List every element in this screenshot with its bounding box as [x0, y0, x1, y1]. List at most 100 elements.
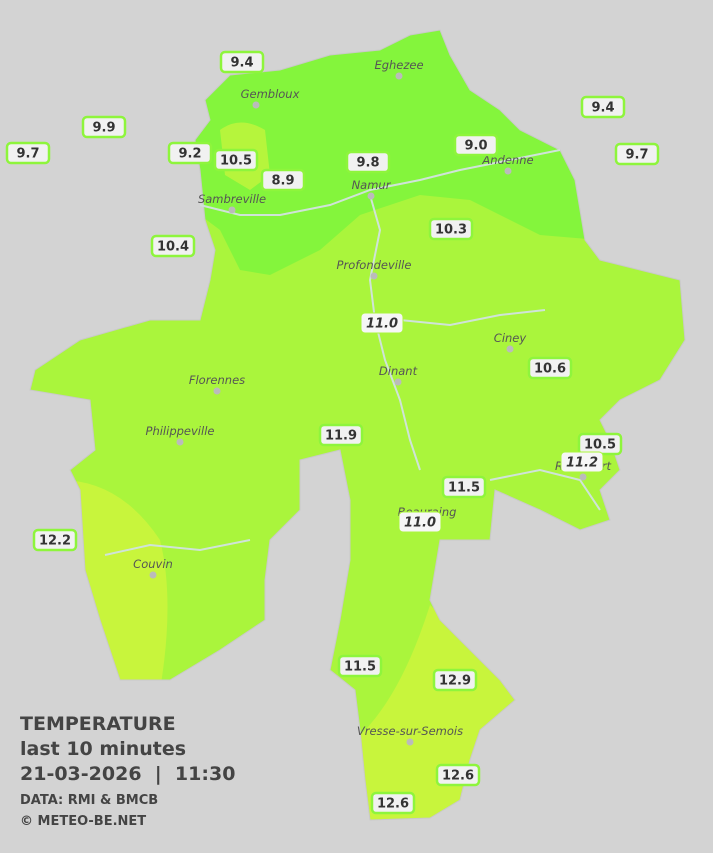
- city-label: Namur: [352, 178, 392, 192]
- reading-box: [580, 95, 626, 119]
- city-dot: [579, 473, 587, 481]
- station-reading: 11.2: [560, 451, 604, 473]
- reading-value: 12.6: [377, 797, 409, 812]
- station-reading: 11.9: [318, 423, 364, 447]
- legend-title: TEMPERATURE: [20, 713, 176, 735]
- reading-value: 11.0: [404, 516, 436, 531]
- city-dot: [213, 387, 221, 395]
- legend-credit: © METEO-BE.NET: [20, 814, 146, 829]
- reading-box: [441, 475, 487, 499]
- station-reading: 10.5: [577, 432, 623, 456]
- station-reading: 9.2: [167, 141, 213, 165]
- reading-value: 9.4: [591, 101, 614, 116]
- city-label: Profondeville: [337, 258, 412, 272]
- station-reading: 11.5: [337, 654, 383, 678]
- station-reading: 11.5: [441, 475, 487, 499]
- city-label: Eghezee: [374, 58, 423, 72]
- reading-box: [560, 451, 604, 473]
- city-dot: [395, 72, 403, 80]
- reading-value: 12.9: [439, 674, 471, 689]
- station-reading: 12.2: [32, 528, 78, 552]
- station-reading: 9.7: [5, 141, 51, 165]
- city-label: Dinant: [379, 364, 418, 378]
- station-reading: 10.4: [150, 234, 196, 258]
- rivers: [104, 149, 601, 556]
- legend-period: last 10 minutes: [20, 738, 186, 760]
- reading-value: 10.5: [584, 438, 616, 453]
- station-reading: 10.5: [213, 148, 259, 172]
- reading-value: 9.8: [356, 156, 379, 171]
- station-reading: 9.8: [345, 150, 391, 174]
- station-reading: 10.6: [527, 356, 573, 380]
- city-dot: [506, 345, 514, 353]
- city-label: Ciney: [494, 331, 527, 345]
- reading-box: [398, 511, 442, 533]
- city-dot: [394, 378, 402, 386]
- reading-value: 12.6: [442, 769, 474, 784]
- reading-box: [81, 115, 127, 139]
- reading-value: 11.0: [366, 317, 398, 332]
- reading-value: 9.4: [230, 56, 253, 71]
- city-dot: [504, 167, 512, 175]
- city-dot: [149, 571, 157, 579]
- reading-box: [150, 234, 196, 258]
- station-reading: 8.9: [260, 168, 306, 192]
- station-reading: 11.0: [398, 511, 442, 533]
- reading-box: [527, 356, 573, 380]
- reading-box: [453, 133, 499, 157]
- reading-value: 9.0: [464, 139, 487, 154]
- city-label: Philippeville: [146, 424, 215, 438]
- reading-value: 10.5: [220, 154, 252, 169]
- reading-box: [213, 148, 259, 172]
- reading-box: [167, 141, 213, 165]
- station-reading: 12.6: [435, 763, 481, 787]
- reading-value: 9.7: [625, 148, 648, 163]
- reading-value: 11.9: [325, 429, 357, 444]
- reading-value: 11.5: [344, 660, 376, 675]
- reading-value: 9.2: [178, 147, 201, 162]
- city-label: Florennes: [189, 373, 245, 387]
- reading-box: [318, 423, 364, 447]
- station-reading: 9.0: [453, 133, 499, 157]
- reading-box: [432, 668, 478, 692]
- reading-value: 9.7: [16, 147, 39, 162]
- reading-value: 8.9: [271, 174, 294, 189]
- station-reading: 10.3: [428, 217, 474, 241]
- reading-value: 12.2: [39, 534, 71, 549]
- reading-box: [32, 528, 78, 552]
- reading-box: [360, 312, 404, 334]
- reading-value: 10.4: [157, 240, 189, 255]
- city-dot: [228, 206, 236, 214]
- reading-value: 11.5: [448, 481, 480, 496]
- station-reading: 9.7: [614, 142, 660, 166]
- reading-box: [337, 654, 383, 678]
- reading-box: [5, 141, 51, 165]
- reading-box: [219, 50, 265, 74]
- city-label: Vresse-sur-Semois: [357, 724, 463, 738]
- reading-box: [614, 142, 660, 166]
- station-reading: 9.4: [580, 95, 626, 119]
- legend-timestamp: 21-03-2026 | 11:30: [20, 763, 235, 785]
- city-label: Gembloux: [241, 87, 300, 101]
- legend-source: DATA: RMI & BMCB: [20, 793, 158, 808]
- reading-value: 9.9: [92, 121, 115, 136]
- city-label: Andenne: [481, 153, 533, 167]
- station-reading: 12.6: [370, 791, 416, 815]
- station-reading: 9.4: [219, 50, 265, 74]
- city-dot: [252, 101, 260, 109]
- reading-value: 10.3: [435, 223, 467, 238]
- reading-box: [260, 168, 306, 192]
- reading-box: [370, 791, 416, 815]
- station-reading: 11.0: [360, 312, 404, 334]
- city-dot: [176, 438, 184, 446]
- station-reading: 9.9: [81, 115, 127, 139]
- city-dot: [370, 272, 378, 280]
- station-reading: 12.9: [432, 668, 478, 692]
- reading-value: 10.6: [534, 362, 566, 377]
- city-label: Couvin: [133, 557, 173, 571]
- reading-box: [345, 150, 391, 174]
- city-dot: [367, 192, 375, 200]
- reading-box: [435, 763, 481, 787]
- reading-value: 11.2: [566, 456, 598, 471]
